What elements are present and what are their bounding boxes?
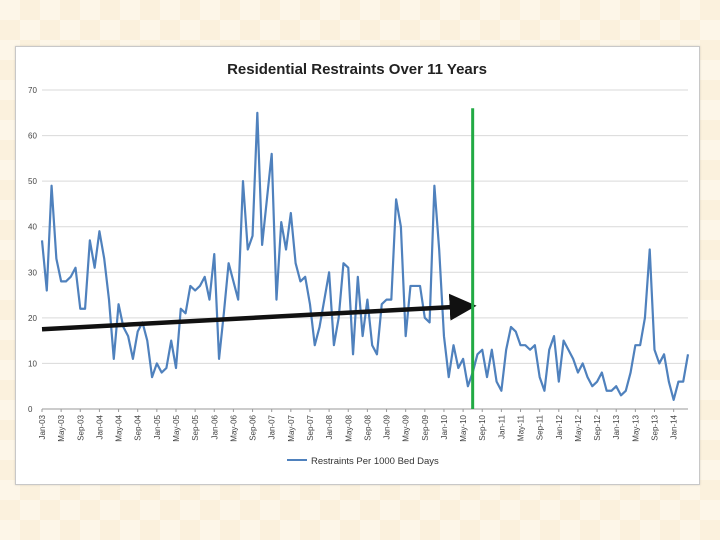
x-tick-label: Jan-10: [440, 414, 449, 439]
x-tick-label: Jan-08: [325, 414, 334, 439]
x-tick-label: Jan-03: [38, 414, 47, 439]
x-tick-label: Sep-13: [651, 414, 660, 440]
x-tick-label: May-10: [459, 414, 468, 441]
x-tick-label: Sep-11: [536, 414, 545, 440]
x-tick-label: May-04: [115, 414, 124, 441]
y-tick-label: 30: [28, 268, 37, 277]
x-tick-label: May-07: [287, 414, 296, 441]
x-tick-label: May-08: [344, 414, 353, 441]
y-tick-label: 10: [28, 359, 37, 368]
x-tick-label: Jan-05: [153, 414, 162, 439]
x-tick-label: May-13: [631, 414, 640, 441]
x-tick-label: Jan-14: [670, 414, 679, 439]
y-tick-label: 20: [28, 314, 37, 323]
y-tick-label: 0: [28, 405, 33, 414]
x-tick-label: Jan-09: [383, 414, 392, 439]
x-tick-label: Sep-07: [306, 414, 315, 440]
x-tick-label: Jan-06: [210, 414, 219, 439]
series-line-restraints: [40, 111, 690, 401]
x-tick-label: Jan-13: [612, 414, 621, 439]
x-tick-label: Sep-03: [76, 414, 85, 440]
x-tick-label: Sep-10: [478, 414, 487, 440]
x-tick-label: Sep-09: [421, 414, 430, 440]
x-tick-label: Jan-11: [497, 414, 506, 438]
x-tick-label: Jan-07: [268, 414, 277, 439]
y-tick-label: 40: [28, 223, 37, 232]
y-tick-label: 70: [28, 86, 37, 95]
x-tick-label: Sep-12: [593, 414, 602, 440]
legend: Restraints Per 1000 Bed Days: [287, 456, 439, 467]
legend-label: Restraints Per 1000 Bed Days: [311, 456, 439, 467]
x-tick-label: May-03: [57, 414, 66, 441]
x-tick-label: Sep-08: [363, 414, 372, 440]
x-tick-label: Sep-06: [249, 414, 258, 440]
y-tick-label: 60: [28, 132, 37, 141]
trend-arrow: [41, 293, 477, 332]
x-tick-label: Sep-04: [134, 414, 143, 440]
chart-title: Residential Restraints Over 11 Years: [227, 61, 487, 78]
x-tick-label: May-05: [172, 414, 181, 441]
x-tick-label: May-09: [402, 414, 411, 441]
x-tick-label: May-12: [574, 414, 583, 441]
chart-frame: [15, 46, 700, 485]
x-tick-label: Sep-05: [191, 414, 200, 440]
x-tick-label: Jan-12: [555, 414, 564, 439]
x-tick-label: Jan-04: [95, 414, 104, 439]
x-tick-label: May-11: [517, 414, 526, 441]
y-tick-label: 50: [28, 177, 37, 186]
x-tick-label: May-06: [229, 414, 238, 441]
